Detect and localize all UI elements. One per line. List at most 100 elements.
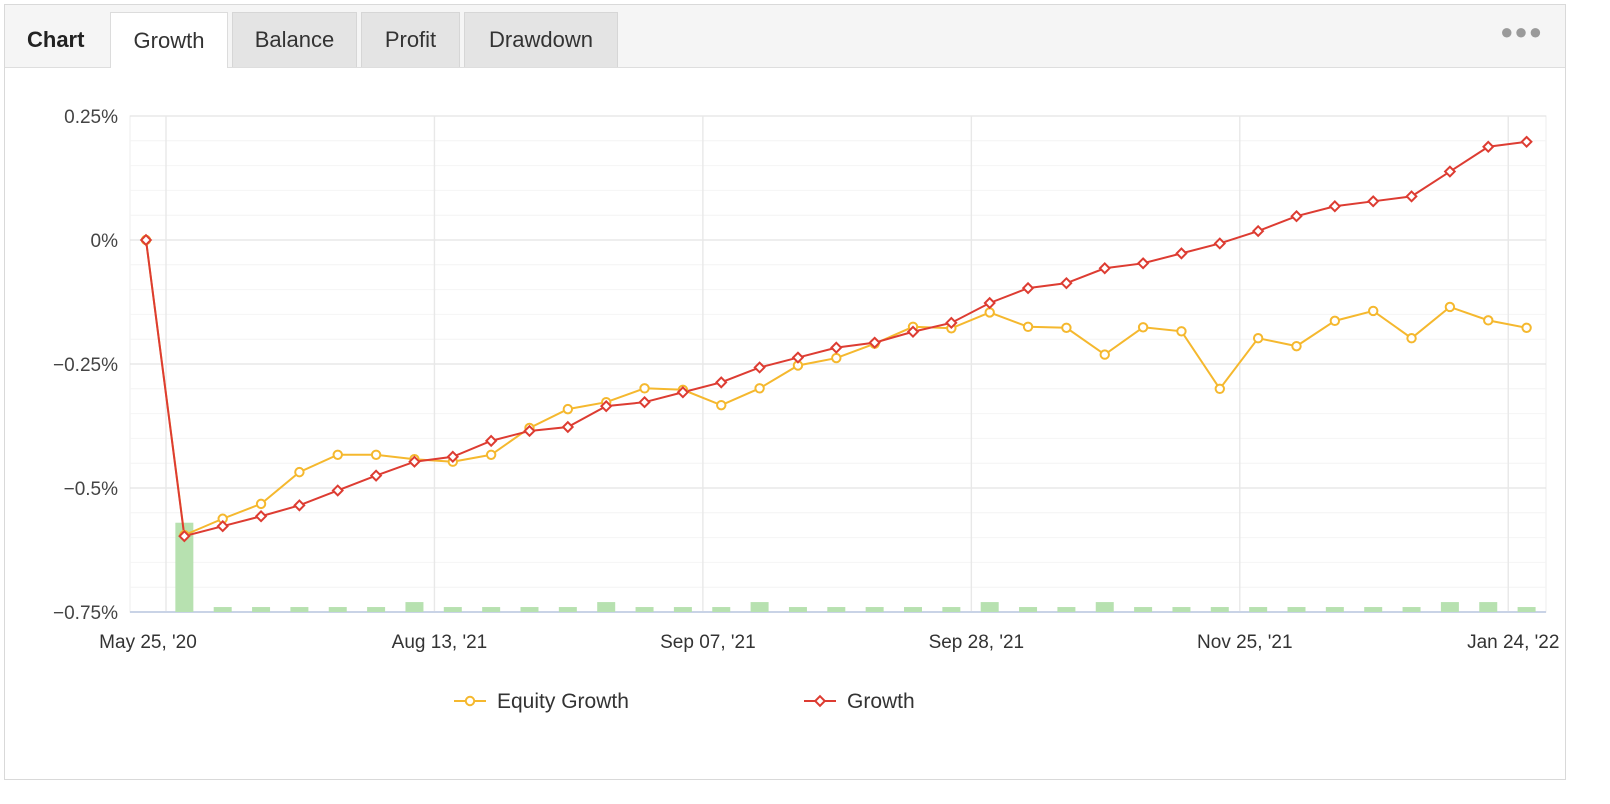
data-point-equity-growth (639, 383, 650, 394)
volume-bar (1517, 607, 1536, 612)
tab-drawdown[interactable]: Drawdown (464, 12, 618, 67)
data-point-growth (599, 399, 613, 413)
x-tick-label: Aug 13, '21 (392, 632, 488, 653)
data-point-equity-growth (1521, 322, 1532, 333)
volume-bar (1249, 607, 1268, 612)
volume-bar (942, 607, 961, 612)
x-tick-label: Sep 07, '21 (660, 632, 756, 653)
x-tick-label: Sep 28, '21 (929, 632, 1025, 653)
y-tick-label: 0% (91, 231, 119, 252)
data-point-growth (446, 450, 460, 463)
volume-bar (520, 607, 539, 612)
legend-circle-marker (464, 695, 476, 707)
data-point-growth (1251, 224, 1265, 238)
volume-bar (1095, 602, 1114, 612)
tab-growth[interactable]: Growth (110, 12, 228, 68)
data-point-growth (1328, 200, 1342, 213)
tab-profit[interactable]: Profit (361, 12, 460, 67)
data-point-growth (1443, 165, 1457, 178)
y-tick-label: −0.75% (53, 603, 118, 624)
data-point-equity-growth (370, 449, 382, 460)
data-point-growth (1021, 281, 1035, 295)
volume-bar (175, 522, 194, 612)
data-point-growth (906, 325, 920, 338)
data-point-equity-growth (1252, 333, 1264, 344)
data-point-equity-growth (485, 449, 497, 460)
y-tick-label: −0.25% (53, 355, 118, 376)
data-point-growth (1366, 195, 1380, 208)
data-point-equity-growth (1291, 340, 1302, 352)
y-tick-label: −0.5% (64, 479, 119, 500)
volume-bar (597, 602, 616, 612)
data-point-growth (1060, 276, 1073, 290)
data-point-growth (945, 316, 958, 330)
tab-balance[interactable]: Balance (232, 12, 357, 67)
volume-bar (904, 607, 922, 612)
ellipsis-icon[interactable]: ●●● (1500, 19, 1543, 44)
data-point-growth (293, 499, 306, 512)
volume-bar (980, 602, 999, 612)
data-point-equity-growth (294, 466, 305, 478)
data-point-equity-growth (1406, 333, 1417, 344)
data-point-growth (561, 420, 575, 434)
data-point-growth (1098, 262, 1111, 275)
legend-label: Growth (847, 690, 915, 713)
volume-bar (213, 607, 232, 612)
data-point-equity-growth (255, 498, 267, 510)
legend-label: Equity Growth (497, 690, 629, 713)
data-point-growth (638, 395, 651, 409)
data-point-growth (369, 469, 383, 482)
volume-bar (865, 607, 884, 612)
data-point-equity-growth (1137, 322, 1149, 333)
data-point-growth (715, 376, 728, 389)
data-point-equity-growth (1176, 326, 1187, 337)
data-point-growth (753, 361, 766, 374)
legend-item[interactable]: Equity Growth (454, 690, 629, 713)
volume-bar (1440, 602, 1459, 612)
legend-item[interactable]: Growth (804, 690, 915, 713)
data-point-growth (1405, 190, 1418, 203)
data-point-equity-growth (984, 307, 995, 318)
chart-tab-bar: Chart Growth Balance Profit Drawdown ●●● (5, 5, 1565, 68)
data-point-growth (1213, 237, 1227, 250)
data-point-growth (254, 510, 268, 523)
volume-bar (1325, 607, 1344, 612)
data-point-growth (1482, 140, 1495, 153)
data-point-growth (523, 424, 536, 438)
volume-bar (482, 607, 501, 612)
data-point-growth (139, 233, 153, 247)
volume-bar (443, 607, 462, 612)
volume-bar (673, 607, 692, 612)
volume-bar (328, 607, 347, 612)
data-point-growth (868, 336, 881, 349)
data-point-equity-growth (1483, 315, 1494, 326)
volume-bar (1364, 607, 1383, 612)
y-tick-label: 0.25% (64, 107, 118, 128)
data-point-equity-growth (831, 352, 842, 364)
volume-bar (1210, 607, 1229, 612)
data-point-equity-growth (1368, 305, 1379, 317)
data-point-equity-growth (1099, 349, 1110, 360)
volume-bar (788, 607, 807, 612)
data-point-growth (1290, 209, 1303, 223)
data-point-growth (408, 455, 421, 468)
data-point-growth (676, 386, 690, 399)
volume-bar (1402, 607, 1421, 612)
volume-bar (750, 602, 769, 612)
volume-bar (1172, 607, 1191, 612)
data-point-equity-growth (1061, 322, 1072, 333)
data-point-equity-growth (562, 403, 574, 415)
data-point-growth (1175, 247, 1188, 260)
data-point-growth (484, 434, 498, 448)
volume-bar (367, 607, 386, 612)
x-tick-label: May 25, '20 (99, 632, 197, 653)
volume-bar (1057, 607, 1076, 612)
data-point-growth (1520, 135, 1533, 149)
volume-bar (558, 607, 577, 612)
data-point-growth (791, 351, 805, 364)
data-point-equity-growth (716, 399, 727, 411)
data-point-equity-growth (754, 383, 765, 394)
data-point-growth (1136, 257, 1150, 270)
volume-bar (1019, 607, 1038, 612)
